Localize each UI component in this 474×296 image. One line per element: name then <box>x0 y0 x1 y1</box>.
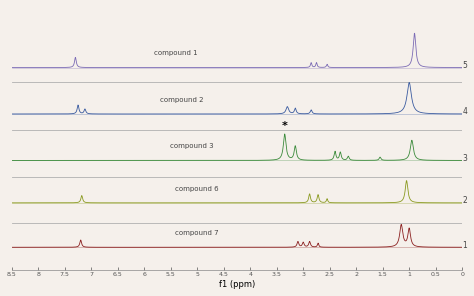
Text: *: * <box>282 120 288 131</box>
Text: compound 7: compound 7 <box>175 230 219 236</box>
Text: compound 6: compound 6 <box>175 186 219 192</box>
Text: compound 3: compound 3 <box>170 143 214 149</box>
Text: 4: 4 <box>462 107 467 116</box>
Text: compound 2: compound 2 <box>160 97 203 103</box>
Text: compound 1: compound 1 <box>154 50 198 56</box>
Text: 3: 3 <box>462 154 467 163</box>
Text: 2: 2 <box>462 196 467 205</box>
X-axis label: f1 (ppm): f1 (ppm) <box>219 280 255 289</box>
Text: 1: 1 <box>462 241 467 250</box>
Text: 5: 5 <box>462 61 467 70</box>
